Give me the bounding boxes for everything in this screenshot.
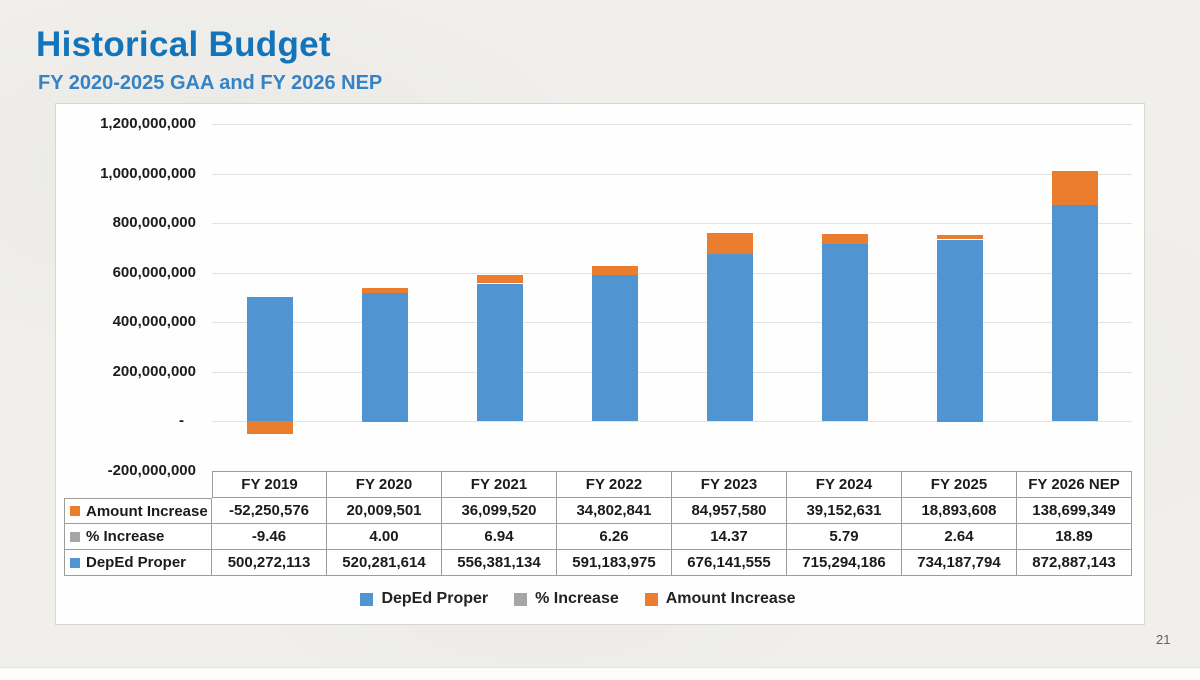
y-axis-tick-label: 400,000,000 [112, 313, 196, 331]
table-cell: 591,183,975 [557, 550, 672, 576]
table-header-cell: FY 2020 [327, 471, 442, 498]
y-axis-tick-label: 600,000,000 [112, 263, 196, 281]
legend-item-increase: % Increase [514, 590, 619, 608]
page-number: 21 [1156, 632, 1171, 647]
page-subtitle: FY 2020-2025 GAA and FY 2026 NEP [38, 72, 383, 94]
table-header-cell: FY 2021 [442, 471, 557, 498]
bar-segment-deped-proper-fy-2019 [246, 297, 293, 422]
table-cell: 872,887,143 [1017, 550, 1132, 576]
table-header-row: FY 2019 FY 2020 FY 2021 FY 2022 FY 2023 FY 20… [212, 471, 1132, 498]
table-cell: 20,009,501 [327, 498, 442, 524]
bar-segment-deped-proper-fy-2026-nep [1051, 205, 1098, 422]
table-row-increase: % Increase -9.46 4.00 6.94 6.26 14.37 5.79 2.64… [64, 524, 1132, 550]
bar-segment-amount-increase-fy-2024 [821, 234, 868, 245]
table-cell: 138,699,349 [1017, 498, 1132, 524]
table-cell: 715,294,186 [787, 550, 902, 576]
series-key-square [70, 531, 80, 542]
table-row-label-text: DepEd Proper [86, 554, 187, 571]
legend-key-square [644, 592, 658, 606]
bar-segment-amount-increase-fy-2026-nep [1051, 170, 1098, 206]
y-axis-tick-label: 200,000,000 [112, 362, 196, 380]
table-row-label-text: % Increase [86, 528, 165, 545]
bar-segment-amount-increase-fy-2025 [936, 234, 983, 240]
gridline [212, 421, 1132, 423]
table-cell: 5.79 [787, 524, 902, 550]
table-cell: 2.64 [902, 524, 1017, 550]
data-table: FY 2019 FY 2020 FY 2021 FY 2022 FY 2023 FY 20… [64, 471, 1132, 576]
table-cell: 6.26 [557, 524, 672, 550]
legend-key-square [514, 592, 528, 606]
bar-segment-deped-proper-fy-2022 [591, 274, 638, 422]
y-axis-tick-label: 1,000,000,000 [100, 164, 196, 182]
chart-legend: DepEd Proper % Increase Amount Increase [34, 590, 1122, 608]
table-header-cell: FY 2019 [212, 471, 327, 498]
table-cell: 39,152,631 [787, 498, 902, 524]
y-axis-tick-label: - [179, 412, 184, 430]
bar-segment-deped-proper-fy-2023 [706, 253, 753, 422]
table-cell: 4.00 [327, 524, 442, 550]
legend-item-amount-increase: Amount Increase [644, 590, 796, 608]
table-cell: 18,893,608 [902, 498, 1017, 524]
table-cell: -9.46 [212, 524, 327, 550]
plot-area [56, 104, 1144, 624]
bottom-edge-strip [0, 667, 1200, 680]
table-row-amount-increase: Amount Increase -52,250,576 20,009,501 36,0… [64, 498, 1132, 524]
table-row-label: Amount Increase [64, 498, 212, 524]
bar-segment-deped-proper-fy-2021 [476, 283, 523, 422]
table-cell: 676,141,555 [672, 550, 787, 576]
gridline [212, 371, 1132, 373]
table-row-deped-proper: DepEd Proper 500,272,113 520,281,614 556,38… [64, 550, 1132, 576]
bar-segment-amount-increase-fy-2020 [361, 287, 408, 293]
table-cell: 520,281,614 [327, 550, 442, 576]
table-cell: 6.94 [442, 524, 557, 550]
y-axis-tick-label: 800,000,000 [112, 214, 196, 232]
legend-key-square [360, 592, 374, 606]
legend-item-deped-proper: DepEd Proper [360, 590, 488, 608]
bar-segment-amount-increase-fy-2022 [591, 266, 638, 275]
y-axis-tick-label: 1,200,000,000 [100, 115, 196, 132]
y-axis-tick-label: -200,000,000 [107, 462, 196, 479]
table-row-label: % Increase [64, 524, 212, 550]
chart-panel: 1,200,000,000 1,000,000,000 800,000,000 600… [55, 103, 1145, 625]
bar-segment-deped-proper-fy-2024 [821, 244, 868, 422]
table-cell: 734,187,794 [902, 550, 1017, 576]
table-cell: 34,802,841 [557, 498, 672, 524]
table-row-label-text: Amount Increase [86, 502, 208, 520]
bar-segment-deped-proper-fy-2025 [936, 239, 983, 422]
table-cell: 556,381,134 [442, 550, 557, 576]
table-cell: 500,272,113 [212, 550, 327, 576]
bar-segment-amount-increase-fy-2019 [246, 421, 293, 435]
gridline [212, 272, 1132, 274]
series-key-square [70, 506, 80, 516]
table-header-cell: FY 2023 [672, 471, 787, 498]
page-title: Historical Budget [36, 25, 331, 64]
y-axis: 1,200,000,000 1,000,000,000 800,000,000 600… [56, 104, 196, 624]
legend-label: Amount Increase [665, 590, 796, 607]
gridline [212, 223, 1132, 225]
table-header-cell: FY 2026 NEP [1017, 471, 1132, 498]
bar-segment-amount-increase-fy-2023 [706, 232, 753, 254]
table-cell: 36,099,520 [442, 498, 557, 524]
table-header-cell: FY 2024 [787, 471, 902, 498]
bar-segment-amount-increase-fy-2021 [476, 274, 523, 284]
series-key-square [70, 557, 80, 568]
gridline [212, 173, 1132, 175]
table-cell: -52,250,576 [212, 498, 327, 524]
table-row-label: DepEd Proper [64, 550, 212, 576]
table-cell: 84,957,580 [672, 498, 787, 524]
bar-segment-deped-proper-fy-2020 [361, 292, 408, 422]
table-header-cell: FY 2025 [902, 471, 1017, 498]
table-cell: 14.37 [672, 524, 787, 550]
gridline [212, 124, 1132, 125]
legend-label: DepEd Proper [381, 590, 489, 607]
gridline [212, 322, 1132, 324]
legend-label: % Increase [535, 590, 619, 607]
table-cell: 18.89 [1017, 524, 1132, 550]
table-header-cell: FY 2022 [557, 471, 672, 498]
